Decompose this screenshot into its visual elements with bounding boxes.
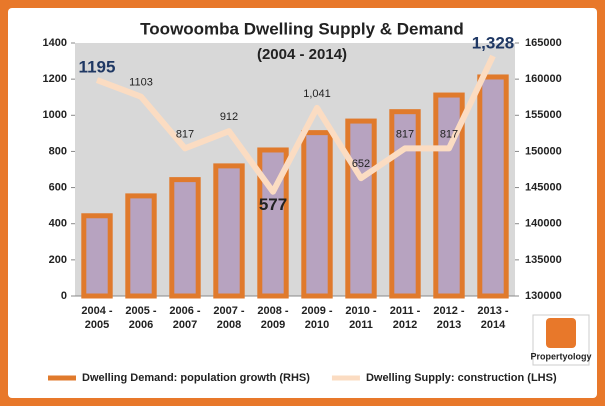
data-label: 577 [259,195,287,214]
bar [301,130,333,299]
chart-title: Toowoomba Dwelling Supply & Demand [140,19,464,38]
logo-icon [546,318,576,348]
x-tick-label: 2013 - 2014 [477,305,509,331]
data-label: 652 [352,158,370,170]
y-tick-label: 1400 [43,37,67,49]
y2-tick-label: 140000 [525,218,562,230]
y-tick-label: 1000 [43,109,67,121]
bar [213,163,245,299]
y2-tick-label: 160000 [525,73,562,85]
x-tick-label: 2012 - 2013 [433,305,465,331]
y-tick-label: 600 [49,181,67,193]
data-label: 1103 [129,77,153,89]
y2-tick-label: 150000 [525,145,562,157]
data-label: 912 [220,111,238,123]
y-tick-label: 1200 [43,73,67,85]
line [95,54,496,195]
y-tick-label: 0 [61,290,67,302]
bar [389,109,421,299]
y-tick-label: 400 [49,218,67,230]
y2-tick-label: 135000 [525,254,562,266]
data-label: 817 [176,128,194,140]
y2-tick-label: 130000 [525,290,562,302]
data-label: 817 [396,128,414,140]
legend-label: Dwelling Demand: population growth (RHS) [82,372,310,384]
y2-tick-label: 145000 [525,181,562,193]
data-label: 1195 [79,58,116,77]
bar [477,74,509,299]
x-tick-label: 2010 - 2011 [345,305,377,331]
x-tick-label: 2008 - 2009 [257,305,289,331]
data-label: 1,041 [303,88,331,100]
x-tick-label: 2011 - 2012 [389,305,421,331]
bar [345,118,377,299]
x-tick-label: 2004 - 2005 [81,305,113,331]
data-label: 817 [440,128,458,140]
bar [125,193,157,299]
x-tick-label: 2007 - 2008 [213,305,245,331]
x-tick-label: 2009 - 2010 [301,305,333,331]
legend-label: Dwelling Supply: construction (LHS) [366,372,557,384]
chart-subtitle: (2004 - 2014) [257,46,347,63]
y2-tick-label: 165000 [525,37,562,49]
y2-tick-label: 155000 [525,109,562,121]
bar [169,177,201,299]
data-label: 1,328 [472,33,515,52]
bar [81,213,113,299]
x-tick-label: 2005 - 2006 [125,305,157,331]
y-tick-label: 800 [49,145,67,157]
x-tick-label: 2006 - 2007 [169,305,201,331]
logo-text: Propertyology [530,351,591,361]
y-tick-label: 200 [49,254,67,266]
